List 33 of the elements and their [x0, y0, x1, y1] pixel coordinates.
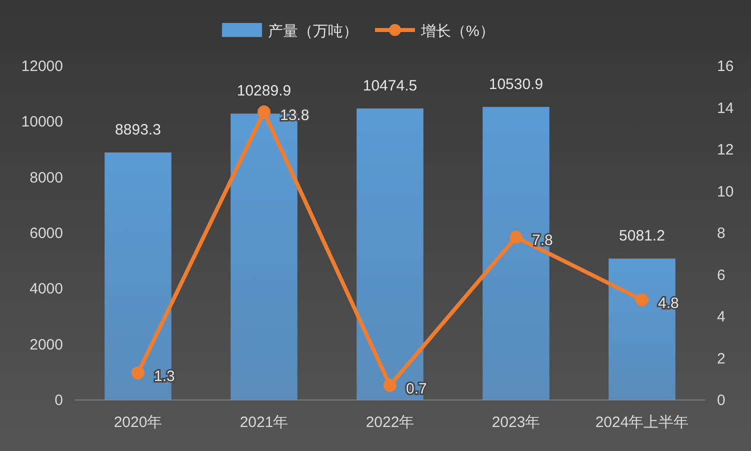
point [258, 105, 270, 118]
data-label: 10474.5 [362, 77, 418, 94]
legend-label: 增长（%） [420, 23, 494, 40]
x-tick-label: 2022年 [366, 414, 414, 431]
point [510, 230, 522, 244]
y2-tick-label: 0 [717, 392, 726, 409]
y2-tick-label: 12 [717, 142, 734, 158]
y2-tick-label: 14 [717, 100, 734, 117]
x-tick-label: 2024年上半年 [595, 414, 689, 431]
y2-tick-label: 8 [717, 225, 726, 242]
y-tick-label: 2000 [30, 336, 63, 354]
y-tick-label: 8000 [30, 169, 63, 186]
data-label: 10530.9 [488, 76, 544, 93]
y2-tick-label: 16 [717, 58, 734, 75]
data-label: 8893.3 [115, 121, 161, 138]
y-tick-label: 6000 [30, 225, 63, 242]
y2-tick-label: 10 [717, 183, 734, 200]
y-tick-label: 4000 [30, 280, 63, 298]
y2-tick-label: 6 [717, 266, 726, 284]
legend-label: 产量（万吨） [268, 23, 358, 40]
y2-tick-label: 2 [717, 350, 726, 368]
point [132, 366, 144, 380]
y-tick-label: 12000 [21, 58, 63, 75]
data-label: 5081.2 [619, 228, 665, 245]
point [636, 293, 648, 306]
point [384, 378, 396, 392]
x-tick-label: 2021年 [240, 414, 288, 431]
y-tick-label: 0 [54, 392, 63, 409]
y2-tick-label: 4 [717, 308, 726, 326]
y-tick-label: 10000 [21, 114, 63, 131]
x-tick-label: 2023年 [492, 414, 540, 431]
data-label: 10289.9 [236, 82, 292, 100]
x-tick-label: 2020年 [114, 414, 162, 431]
